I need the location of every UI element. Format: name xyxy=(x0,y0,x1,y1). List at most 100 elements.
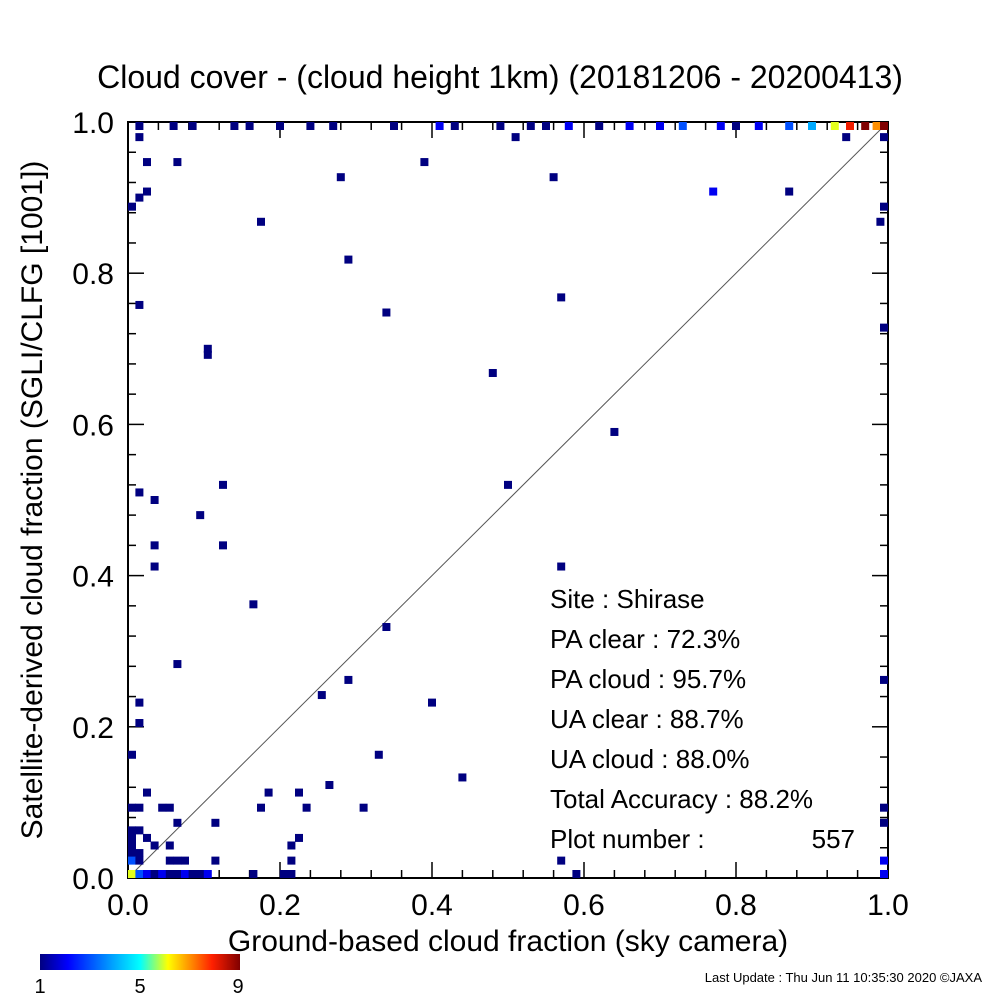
data-point xyxy=(842,133,851,142)
data-point xyxy=(249,870,258,878)
data-point xyxy=(390,122,398,130)
data-point xyxy=(128,849,136,858)
data-point xyxy=(135,193,144,202)
data-point xyxy=(135,300,144,309)
data-point xyxy=(143,870,151,878)
data-point xyxy=(143,158,151,167)
data-point xyxy=(488,368,497,377)
data-point xyxy=(880,803,888,812)
colorbar-min-label: 1 xyxy=(34,976,45,998)
data-point xyxy=(549,173,558,182)
data-point xyxy=(211,818,220,827)
data-point xyxy=(150,870,159,878)
data-point xyxy=(564,122,573,130)
data-point xyxy=(249,600,258,609)
data-point xyxy=(245,122,254,130)
data-point xyxy=(572,870,581,878)
chart-title: Cloud cover - (cloud height 1km) (201812… xyxy=(97,59,903,95)
data-point xyxy=(557,562,566,571)
tick-labels: 0.0 0.2 0.4 0.6 0.8 1.0 0.0 0.2 0.4 0.6 0.8 1.0 xyxy=(72,107,909,922)
data-point xyxy=(150,841,159,850)
data-point xyxy=(143,788,151,797)
y-tick-label: 1.0 xyxy=(72,107,114,140)
data-point xyxy=(279,870,288,878)
data-point xyxy=(382,623,391,632)
data-point xyxy=(329,122,338,130)
data-point xyxy=(135,803,144,812)
stat-ua-clear: UA clear : 88.7% xyxy=(550,704,744,734)
data-point xyxy=(165,841,174,850)
data-point xyxy=(595,122,604,130)
data-point xyxy=(211,856,220,865)
data-point xyxy=(830,122,839,130)
data-point xyxy=(716,122,725,130)
data-point xyxy=(128,826,136,835)
data-point xyxy=(143,833,151,842)
data-point xyxy=(165,803,174,812)
x-tick-label: 1.0 xyxy=(867,889,909,922)
data-point xyxy=(325,781,334,790)
data-point xyxy=(880,870,888,878)
data-point xyxy=(135,719,144,728)
data-point xyxy=(128,202,136,211)
data-point xyxy=(678,122,687,130)
x-tick-label: 0.6 xyxy=(563,889,605,922)
data-point xyxy=(128,833,136,842)
data-point xyxy=(526,122,535,130)
data-point xyxy=(295,788,303,797)
data-point xyxy=(135,133,144,142)
data-point xyxy=(181,856,189,865)
data-point xyxy=(287,856,296,865)
y-tick-label: 0.2 xyxy=(72,712,114,745)
data-point xyxy=(135,849,144,858)
data-point xyxy=(420,158,429,167)
data-point xyxy=(610,427,619,436)
data-point xyxy=(861,122,870,130)
x-axis-label: Ground-based cloud fraction (sky camera) xyxy=(228,925,788,958)
data-point xyxy=(359,803,368,812)
data-point xyxy=(880,323,888,332)
data-point xyxy=(557,856,566,865)
x-tick-label: 0.4 xyxy=(411,889,453,922)
data-point xyxy=(709,187,718,196)
data-point xyxy=(150,541,159,550)
data-point xyxy=(382,308,391,317)
x-tick-label: 0.2 xyxy=(259,889,301,922)
data-point xyxy=(880,133,888,142)
data-point xyxy=(344,675,353,684)
y-axis-label: Satellite-derived cloud fraction (SGLI/C… xyxy=(16,161,49,840)
data-point xyxy=(203,344,212,353)
data-point xyxy=(257,217,265,226)
y-tick-label: 0.4 xyxy=(72,561,114,594)
stat-plot-number-label: Plot number : xyxy=(550,824,705,854)
stats-block: Site : Shirase PA clear : 72.3% PA cloud… xyxy=(550,584,855,854)
colorbar-max-label: 9 xyxy=(232,976,243,998)
stat-pa-cloud: PA cloud : 95.7% xyxy=(550,664,746,694)
data-point xyxy=(846,122,854,130)
data-point xyxy=(165,856,174,865)
data-point xyxy=(230,122,239,130)
data-point xyxy=(317,691,326,700)
stat-total-accuracy: Total Accuracy : 88.2% xyxy=(550,784,813,814)
data-point xyxy=(196,870,205,878)
data-point xyxy=(128,803,136,812)
data-point xyxy=(203,350,212,359)
data-point xyxy=(143,187,151,196)
data-point xyxy=(135,870,144,878)
data-point xyxy=(135,856,144,865)
plot-area xyxy=(127,121,889,879)
data-point xyxy=(173,818,182,827)
data-point xyxy=(876,217,885,226)
y-tick-label: 0.6 xyxy=(72,409,114,442)
data-point xyxy=(785,187,794,196)
data-point xyxy=(158,803,167,812)
data-point xyxy=(732,122,740,130)
data-point xyxy=(542,122,550,130)
data-point xyxy=(458,773,467,782)
data-point xyxy=(181,870,189,878)
data-point xyxy=(188,870,197,878)
data-point xyxy=(336,173,345,182)
y-tick-label: 0.8 xyxy=(72,258,114,291)
data-point xyxy=(557,293,566,302)
data-point xyxy=(880,675,888,684)
